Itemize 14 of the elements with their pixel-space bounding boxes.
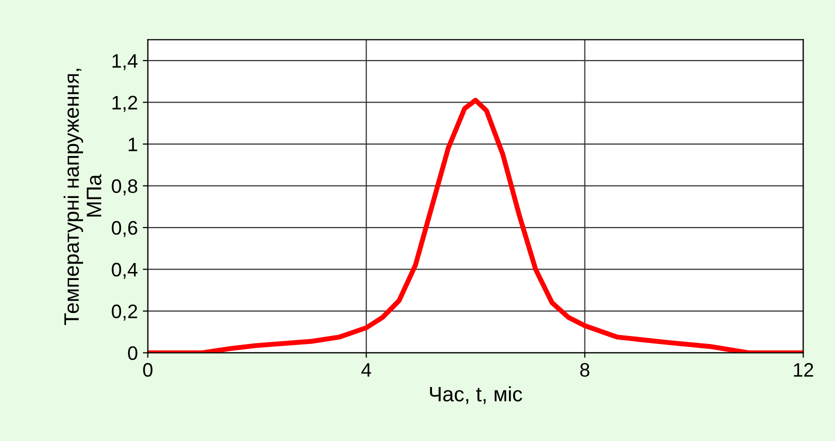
x-axis-title: Час, t, міс [430, 386, 522, 404]
x-tick-label: 0 [143, 363, 152, 377]
y-axis-title: Температурні напруження, МПа [64, 68, 102, 326]
y-tick-label: 1,2 [112, 96, 138, 112]
x-tick-label: 8 [580, 363, 590, 377]
y-tick-label: 0,2 [112, 304, 138, 321]
x-tick-label: 12 [794, 363, 814, 377]
y-tick-label: 0,8 [112, 179, 138, 196]
y-tick-label: 0,4 [112, 262, 138, 279]
y-tick-label: 1,4 [112, 54, 138, 70]
y-tick-label: 1 [128, 138, 138, 152]
y-tick-label: 0,6 [112, 221, 138, 238]
y-tick-label: 0 [128, 346, 138, 360]
x-tick-label: 4 [361, 363, 372, 377]
